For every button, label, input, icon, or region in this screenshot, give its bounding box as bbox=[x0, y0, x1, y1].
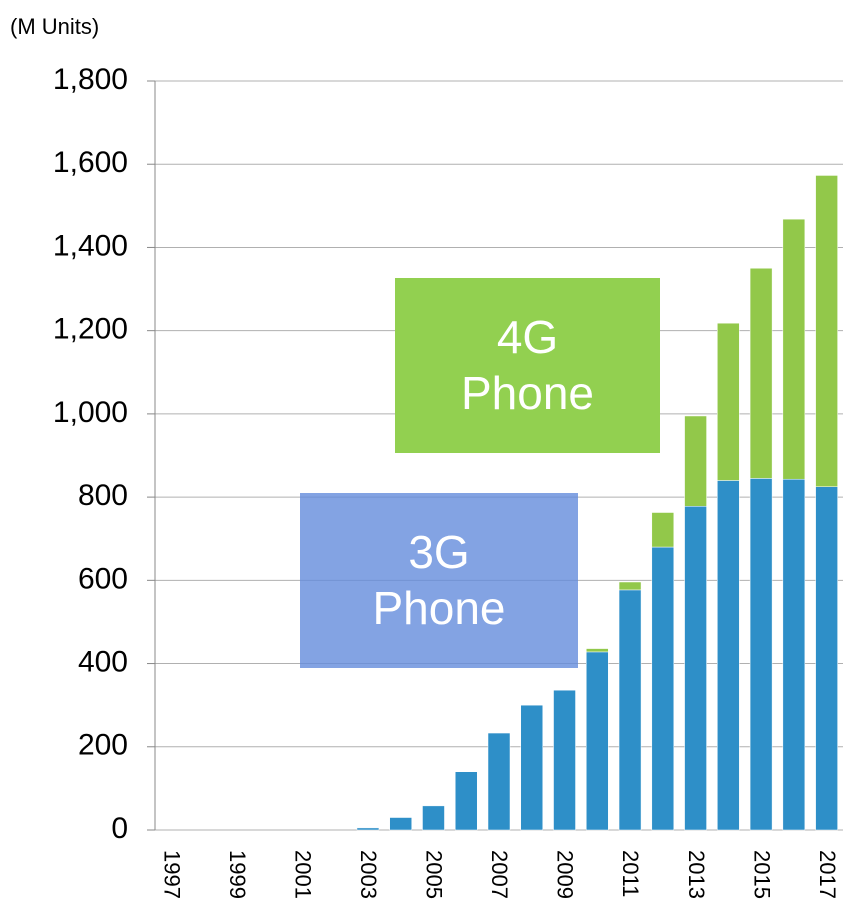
bar-segment bbox=[520, 704, 544, 831]
y-tick-label: 1,200 bbox=[53, 313, 128, 346]
bar-segment bbox=[553, 689, 576, 831]
bar-segment bbox=[684, 506, 707, 831]
y-tick-label: 1,600 bbox=[53, 146, 128, 179]
x-tick-label: 1999 bbox=[225, 850, 250, 899]
y-tick-label: 0 bbox=[111, 812, 128, 845]
x-tick-label: 2005 bbox=[422, 850, 447, 899]
bar-segment bbox=[749, 268, 773, 479]
x-tick-label: 2011 bbox=[618, 850, 643, 897]
x-tick-label: 2007 bbox=[487, 850, 512, 899]
bar-segment bbox=[454, 771, 478, 831]
y-tick-label: 1,800 bbox=[53, 63, 128, 96]
bar-segment bbox=[356, 827, 380, 831]
bar-segment bbox=[586, 648, 609, 653]
y-tick-label: 600 bbox=[78, 562, 128, 595]
bar-segment bbox=[684, 415, 707, 507]
y-tick-label: 200 bbox=[78, 729, 128, 762]
bar-segment bbox=[717, 322, 740, 481]
bar-segment bbox=[487, 732, 511, 831]
x-tick-label: 2015 bbox=[749, 850, 774, 899]
bar-segment bbox=[389, 817, 412, 831]
bar-segment bbox=[422, 805, 445, 831]
x-tick-label: 1997 bbox=[160, 850, 185, 899]
bar-segment bbox=[749, 478, 773, 831]
bar-segment bbox=[815, 175, 838, 487]
y-tick-label: 800 bbox=[78, 479, 128, 512]
bar-segment bbox=[651, 546, 675, 831]
bar-segment bbox=[717, 480, 740, 831]
x-tick-label: 2003 bbox=[356, 850, 381, 899]
bar-segment bbox=[618, 581, 642, 591]
bar-segment bbox=[782, 478, 806, 831]
series-label: 4G Phone bbox=[395, 278, 660, 453]
bar-segment bbox=[782, 218, 806, 480]
x-tick-label: 2017 bbox=[815, 850, 840, 899]
bar-segment bbox=[651, 512, 675, 548]
x-tick-label: 2001 bbox=[291, 850, 316, 899]
y-tick-label: 1,000 bbox=[53, 396, 128, 429]
bar-segment bbox=[586, 651, 609, 831]
bar-segment bbox=[815, 486, 838, 831]
y-tick-label: 400 bbox=[78, 645, 128, 678]
y-axis-label: (M Units) bbox=[10, 14, 99, 39]
y-tick-label: 1,400 bbox=[53, 229, 128, 262]
series-label: 3G Phone bbox=[300, 493, 578, 668]
bar-segment bbox=[618, 589, 642, 831]
x-tick-label: 2009 bbox=[553, 850, 578, 899]
x-tick-label: 2013 bbox=[684, 850, 709, 899]
